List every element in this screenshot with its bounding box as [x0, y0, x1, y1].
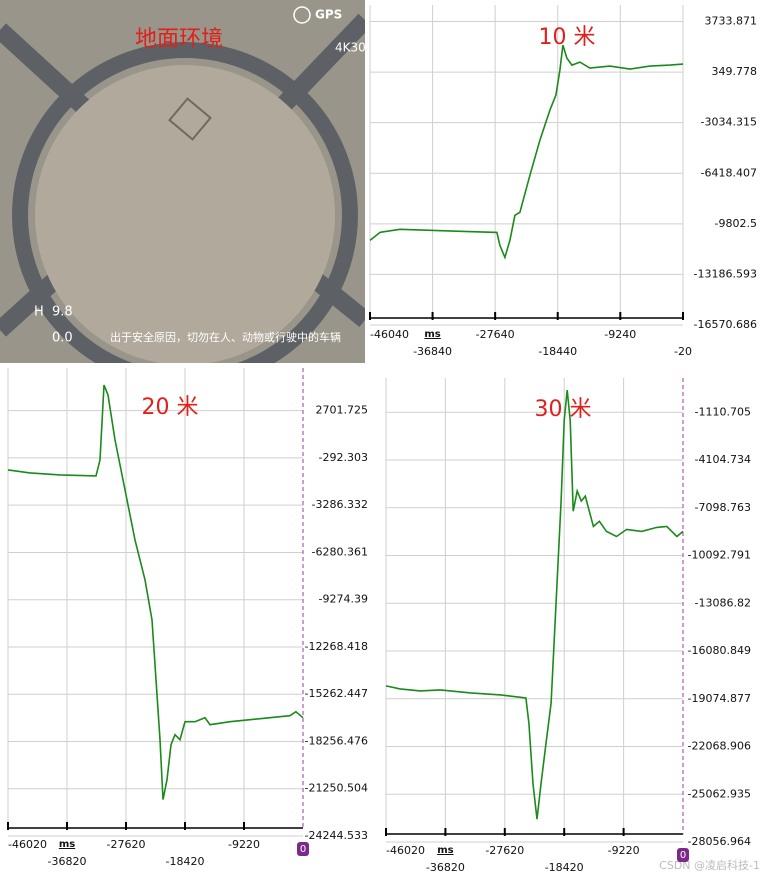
- x-tick-label: -36820: [426, 861, 465, 874]
- line: [385, 390, 684, 820]
- y-tick-label: -12268.418: [305, 640, 368, 653]
- x-tick-label: -18440: [538, 345, 577, 358]
- y-tick-label: -6418.407: [701, 166, 757, 179]
- x-tick-label: -36840: [413, 345, 452, 358]
- x-axis-label: ms: [424, 329, 440, 340]
- y-tick-label: -19074.877: [688, 692, 751, 705]
- watermark: CSDN @凌启科技-1: [659, 858, 760, 872]
- height: 9.8: [52, 305, 73, 320]
- speed: 0.0: [52, 331, 73, 346]
- x-tick-label: -27620: [485, 844, 524, 857]
- chart-title: 10 米: [539, 25, 596, 50]
- y-tick-label: -9802.5: [715, 217, 757, 230]
- x-tick-label: -9240: [604, 328, 636, 341]
- road: [0, 13, 365, 337]
- y-tick-label: -3286.332: [312, 498, 368, 511]
- y-tick-label: -13086.82: [695, 596, 751, 609]
- y-tick-label: -1110.705: [695, 405, 751, 418]
- ring: [12, 42, 358, 363]
- x-tick-label: -18420: [545, 861, 584, 874]
- x-tick-label: -46020: [386, 844, 425, 857]
- photo: 地面环境 GPS 4K30 H 9.8 0.0 出于安全原因，切勿在人、动物或行…: [0, 0, 366, 363]
- y-tick-label: -21250.504: [305, 782, 368, 795]
- chart-title: 20 米: [142, 395, 199, 420]
- plaza: [35, 65, 335, 363]
- x-tick-label: -9220: [608, 844, 640, 857]
- height-label: H: [34, 305, 44, 320]
- x-tick-label: -46040: [370, 328, 409, 341]
- cursor-badge: [297, 842, 309, 856]
- y-tick-label: -28056.964: [688, 835, 751, 848]
- warning: 出于安全原因，切勿在人、动物或行驶中的车辆: [110, 330, 341, 344]
- x-axis-label: ms: [437, 845, 453, 856]
- x-tick-label: -20: [674, 345, 692, 358]
- y-tick-label: -9274.39: [319, 593, 368, 606]
- y-tick-label: -292.303: [319, 451, 368, 464]
- x-tick-label: -36820: [48, 855, 87, 868]
- chart-title: 30 米: [535, 397, 592, 422]
- cursor-badge: [677, 848, 689, 862]
- y-tick-label: -15262.447: [305, 687, 368, 700]
- y-tick-label: -7098.763: [695, 501, 751, 514]
- x-tick-label: -46020: [8, 838, 47, 851]
- y-tick-label: -6280.361: [312, 545, 368, 558]
- y-tick-label: 2701.725: [316, 404, 369, 417]
- y-tick-label: -16570.686: [694, 318, 757, 331]
- cursor-label: 0: [300, 844, 306, 855]
- mode: 4K30: [335, 41, 366, 55]
- y-tick-label: -13186.593: [694, 267, 757, 280]
- gps-icon: [293, 6, 311, 24]
- y-tick-label: -4104.734: [695, 453, 751, 466]
- x-tick-label: -27620: [107, 838, 146, 851]
- y-tick-label: -24244.533: [305, 829, 368, 842]
- y-tick-label: -10092.791: [688, 549, 751, 562]
- y-tick-label: -22068.906: [688, 740, 751, 753]
- y-tick-label: -3034.315: [701, 116, 757, 129]
- y-tick-label: -18256.476: [305, 734, 368, 747]
- line: [369, 44, 684, 260]
- y-tick-label: -16080.849: [688, 644, 751, 657]
- y-tick-label: 3733.871: [705, 15, 758, 28]
- cursor-label: 0: [680, 850, 686, 861]
- y-tick-label: 349.778: [712, 65, 758, 78]
- x-axis-label: ms: [59, 839, 75, 850]
- tile: [168, 97, 212, 141]
- x-tick-label: -9220: [228, 838, 260, 851]
- gps: GPS: [315, 8, 342, 22]
- x-tick-label: -18420: [166, 855, 205, 868]
- line: [7, 384, 304, 800]
- caption: 地面环境: [135, 27, 223, 52]
- y-tick-label: -25062.935: [688, 787, 751, 800]
- x-tick-label: -27640: [476, 328, 515, 341]
